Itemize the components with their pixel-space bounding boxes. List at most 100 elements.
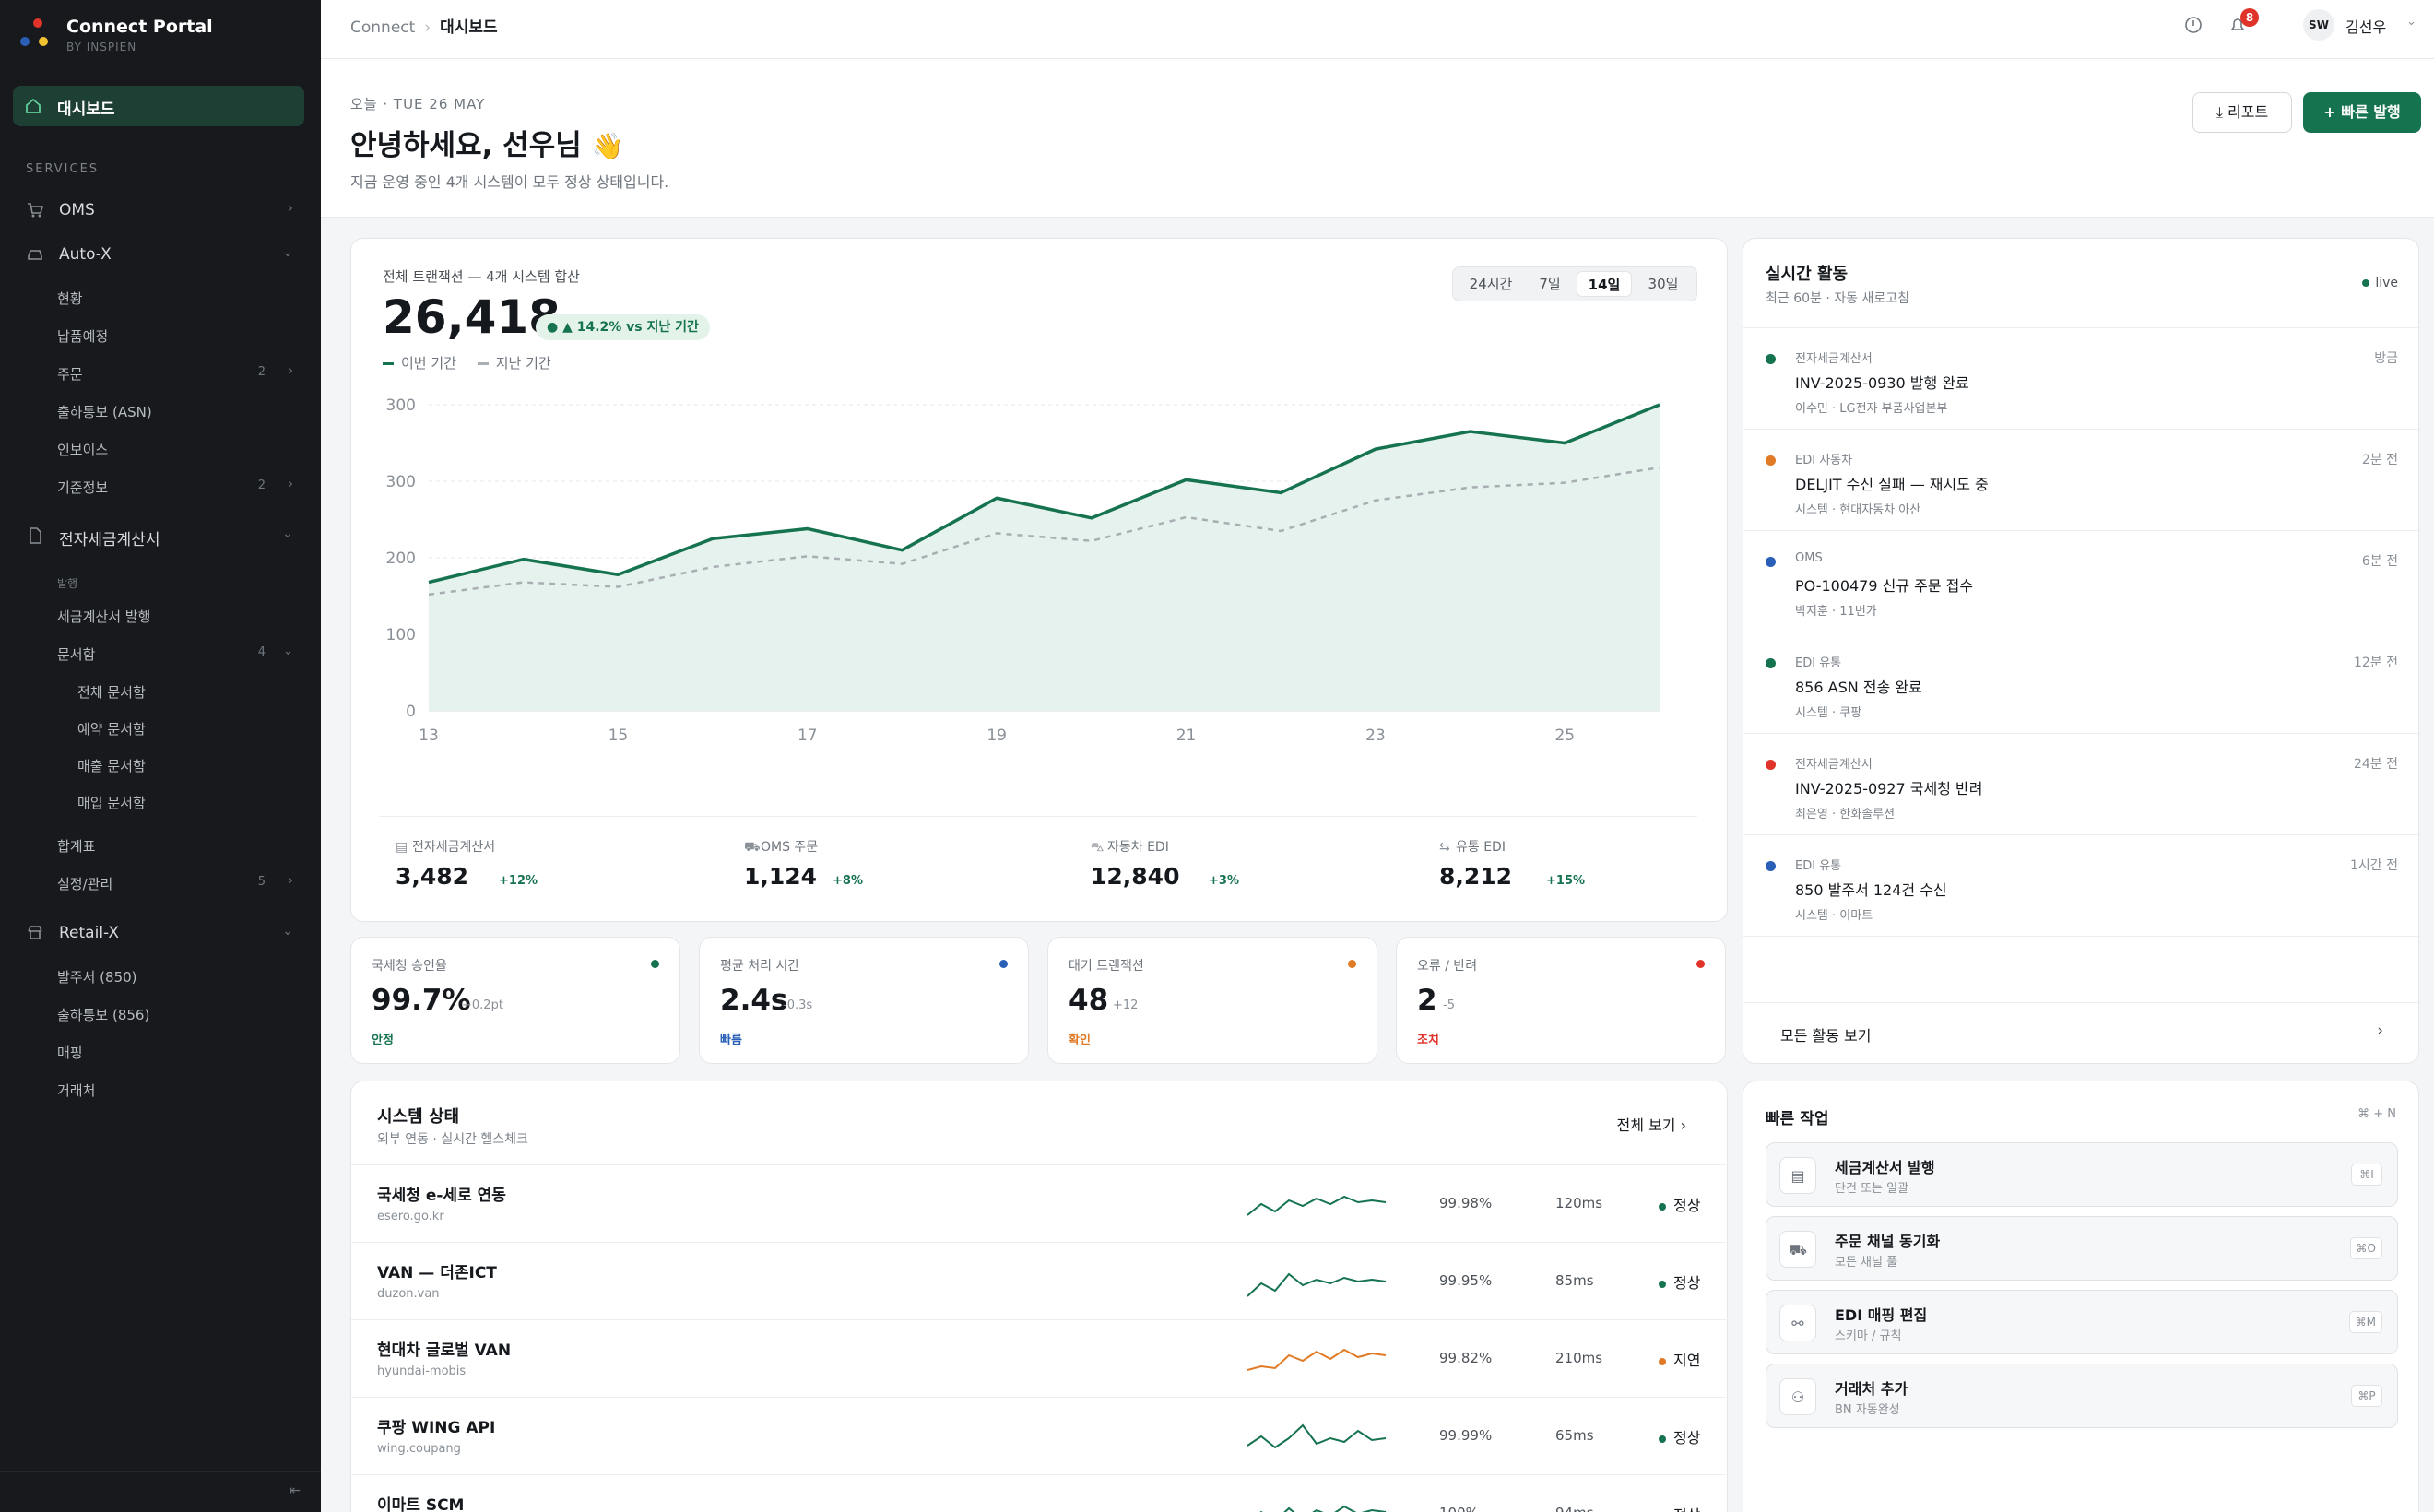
- avatar[interactable]: SW: [2303, 9, 2334, 41]
- quick-issue-button[interactable]: + 빠른 발행: [2303, 92, 2421, 133]
- sidebar-subitem[interactable]: 주문 2 ›: [57, 360, 293, 387]
- plus-icon: +: [2323, 103, 2342, 121]
- stat-auto-edi: ⛍ 자동차 EDI 12,840 +3%: [1091, 837, 1404, 902]
- sidebar-subsubitem[interactable]: 예약 문서함: [77, 715, 280, 742]
- activity-item[interactable]: EDI 유통 856 ASN 전송 완료 시스템 · 쿠팡 12분 전: [1743, 632, 2420, 734]
- live-indicator: live: [2362, 276, 2398, 290]
- chevron-right-icon: ›: [1675, 1116, 1686, 1134]
- activity-time: 24분 전: [2353, 757, 2398, 772]
- status-label: 정상: [1673, 1197, 1701, 1214]
- activity-source: OMS: [1795, 551, 1823, 565]
- status-label: 정상: [1673, 1506, 1700, 1512]
- sidebar-subitem-label: 출하통보 (856): [57, 1007, 150, 1023]
- kpi-delta: +0.2pt: [462, 998, 503, 1012]
- activity-item[interactable]: 전자세금계산서 INV-2025-0930 발행 완료 이수민 · LG전자 부품사…: [1743, 328, 2420, 430]
- sidebar-subitem[interactable]: 기준정보 2 ›: [57, 473, 293, 501]
- brand[interactable]: Connect Portal BY INSPIEN: [20, 15, 297, 61]
- activity-item[interactable]: EDI 유통 850 발주서 124건 수신 시스템 · 이마트 1시간 전: [1743, 835, 2420, 937]
- quick-action-item[interactable]: ⛟ 주문 채널 동기화 모든 채널 풀 ⌘O: [1766, 1216, 2398, 1281]
- status-label: 정상: [1673, 1429, 1701, 1447]
- quick-action-title: 세금계산서 발행: [1835, 1159, 1935, 1176]
- status-badge: 정상: [1659, 1503, 1700, 1512]
- sidebar-subitem[interactable]: 세금계산서 발행: [57, 602, 293, 630]
- system-status-card: 시스템 상태 외부 연동 · 실시간 헬스체크 전체 보기 › 국세청 e-세로…: [350, 1081, 1729, 1512]
- x-tick-label: 19: [987, 726, 1007, 745]
- sidebar-item-retailx[interactable]: Retail-X ⌄: [26, 918, 293, 950]
- report-button[interactable]: ⤓ 리포트: [2192, 92, 2292, 133]
- sidebar-subsubitem[interactable]: 매입 문서함: [77, 788, 280, 816]
- sidebar-subitem[interactable]: 설정/관리 5 ›: [57, 869, 293, 897]
- kpi-card-pending[interactable]: 대기 트랜잭션 48 +12 확인: [1047, 937, 1377, 1064]
- sidebar-subitem-label: 합계표: [57, 838, 96, 855]
- sidebar-subitem[interactable]: 현황: [57, 284, 293, 312]
- sidebar-item-dashboard[interactable]: 대시보드: [13, 86, 304, 126]
- help-icon[interactable]: [2181, 13, 2205, 37]
- total-transactions: 26,418: [383, 290, 561, 344]
- range-tab-14d[interactable]: 14일: [1577, 271, 1632, 297]
- sidebar-subsubitem[interactable]: 전체 문서함: [77, 678, 280, 705]
- count-badge: 4: [257, 645, 266, 659]
- sidebar-subitem[interactable]: 출하통보 (856): [57, 1000, 293, 1028]
- stat-value: 12,840: [1091, 863, 1180, 890]
- y-tick-label: 200: [386, 549, 416, 568]
- activity-actor: 이수민 · LG전자 부품사업본부: [1795, 402, 1948, 416]
- sidebar-subitem[interactable]: 합계표: [57, 832, 293, 859]
- range-tab-7d[interactable]: 7일: [1539, 276, 1561, 292]
- sidebar-item-autox[interactable]: Auto-X ⌄: [26, 240, 293, 271]
- sidebar-subitem[interactable]: 납품예정: [57, 322, 293, 349]
- sparkline: [1247, 1423, 1387, 1449]
- system-row[interactable]: 쿠팡 WING API wing.coupang 99.99% 65ms 정상: [351, 1397, 1729, 1474]
- system-latency: 65ms: [1555, 1427, 1594, 1444]
- sidebar-subitem[interactable]: 거래처: [57, 1076, 293, 1104]
- quick-action-item[interactable]: ▤ 세금계산서 발행 단건 또는 일괄 ⌘I: [1766, 1142, 2398, 1207]
- activity-item[interactable]: EDI 자동차 DELJIT 수신 실패 — 재시도 중 시스템 · 현대자동차 아…: [1743, 430, 2420, 531]
- kpi-card-approval[interactable]: 국세청 승인율 99.7% +0.2pt 안정: [350, 937, 680, 1064]
- chevron-down-icon[interactable]: ⌄: [2406, 15, 2416, 29]
- sidebar-subitem[interactable]: 출하통보 (ASN): [57, 397, 293, 425]
- view-all-label: 모든 활동 보기: [1780, 1027, 1872, 1045]
- system-row[interactable]: 이마트 SCM 100% 94ms 정상: [351, 1474, 1729, 1512]
- range-selector: 24시간 7일 14일 30일: [1452, 266, 1697, 301]
- bell-icon[interactable]: [2226, 13, 2250, 37]
- transactions-chart-card: 전체 트랜잭션 — 4개 시스템 합산 26,418 ● ▲ 14.2% vs …: [350, 238, 1728, 922]
- sidebar-collapse-button[interactable]: ⇤: [0, 1471, 321, 1512]
- range-tab-24h[interactable]: 24시간: [1469, 276, 1513, 292]
- status-label: 지연: [1673, 1352, 1701, 1369]
- sidebar-item-etax[interactable]: 전자세금계산서 ⌄: [26, 521, 293, 552]
- sidebar-subitem[interactable]: 인보이스: [57, 435, 293, 463]
- sidebar-item-oms[interactable]: OMS ›: [26, 195, 293, 227]
- chevron-down-icon: ⌄: [282, 924, 293, 939]
- kpi-card-processing-time[interactable]: 평균 처리 시간 2.4s -0.3s 빠름: [699, 937, 1029, 1064]
- quick-action-item[interactable]: ⚇ 거래처 추가 BN 자동완성 ⌘P: [1766, 1364, 2398, 1428]
- view-all-activity-link[interactable]: 모든 활동 보기 ›: [1743, 1002, 2420, 1063]
- activity-item[interactable]: 전자세금계산서 INV-2025-0927 국세청 반려 최은영 · 한화솔루션 24…: [1743, 734, 2420, 835]
- quick-action-item[interactable]: ⚯ EDI 매핑 편집 스키마 / 규칙 ⌘M: [1766, 1290, 2398, 1354]
- sidebar-subitem-docs[interactable]: 문서함 4 ⌄: [57, 640, 293, 667]
- kpi-card-errors[interactable]: 오류 / 반려 2 -5 조치: [1396, 937, 1726, 1064]
- kpi-label: 대기 트랜잭션: [1069, 959, 1144, 974]
- system-row[interactable]: VAN — 더존ICT duzon.van 99.95% 85ms 정상: [351, 1242, 1729, 1319]
- status-dot: [999, 960, 1008, 968]
- date-line: 오늘 · TUE 26 MAY: [350, 96, 486, 112]
- store-icon: ⇆: [1439, 840, 1450, 855]
- user-name[interactable]: 김선우: [2345, 18, 2387, 36]
- sidebar-subitem[interactable]: 발주서 (850): [57, 963, 293, 990]
- section-subtitle: 외부 연동 · 실시간 헬스체크: [377, 1132, 528, 1147]
- transactions-area-chart: 0 100 200 300 300 13 15 17 19 21 23 25: [386, 396, 1660, 745]
- kpi-tag: 안정: [372, 1034, 394, 1047]
- sidebar-subsubitem[interactable]: 매출 문서함: [77, 751, 280, 779]
- view-all-systems-link[interactable]: 전체 보기 ›: [1617, 1113, 1686, 1135]
- sidebar-subitem[interactable]: 매핑: [57, 1038, 293, 1066]
- sidebar-subitem-label: 발주서 (850): [57, 969, 137, 986]
- download-icon: ⤓: [2215, 103, 2227, 121]
- breadcrumb-root[interactable]: Connect: [350, 18, 416, 37]
- range-tab-30d[interactable]: 30일: [1648, 276, 1679, 292]
- sparkline: [1259, 1505, 1387, 1512]
- system-row[interactable]: 국세청 e-세로 연동 esero.go.kr 99.98% 120ms 정상: [351, 1164, 1729, 1242]
- sidebar: Connect Portal BY INSPIEN 대시보드 SERVICES …: [0, 0, 321, 1512]
- status-dot: [1659, 1435, 1666, 1443]
- sidebar-item-label: 대시보드: [57, 100, 115, 119]
- system-row[interactable]: 현대차 글로벌 VAN hyundai-mobis 99.82% 210ms 지연: [351, 1319, 1729, 1397]
- activity-item[interactable]: OMS PO-100479 신규 주문 접수 박지훈 · 11번가 6분 전: [1743, 531, 2420, 632]
- activity-source: 전자세금계산서: [1795, 758, 1873, 772]
